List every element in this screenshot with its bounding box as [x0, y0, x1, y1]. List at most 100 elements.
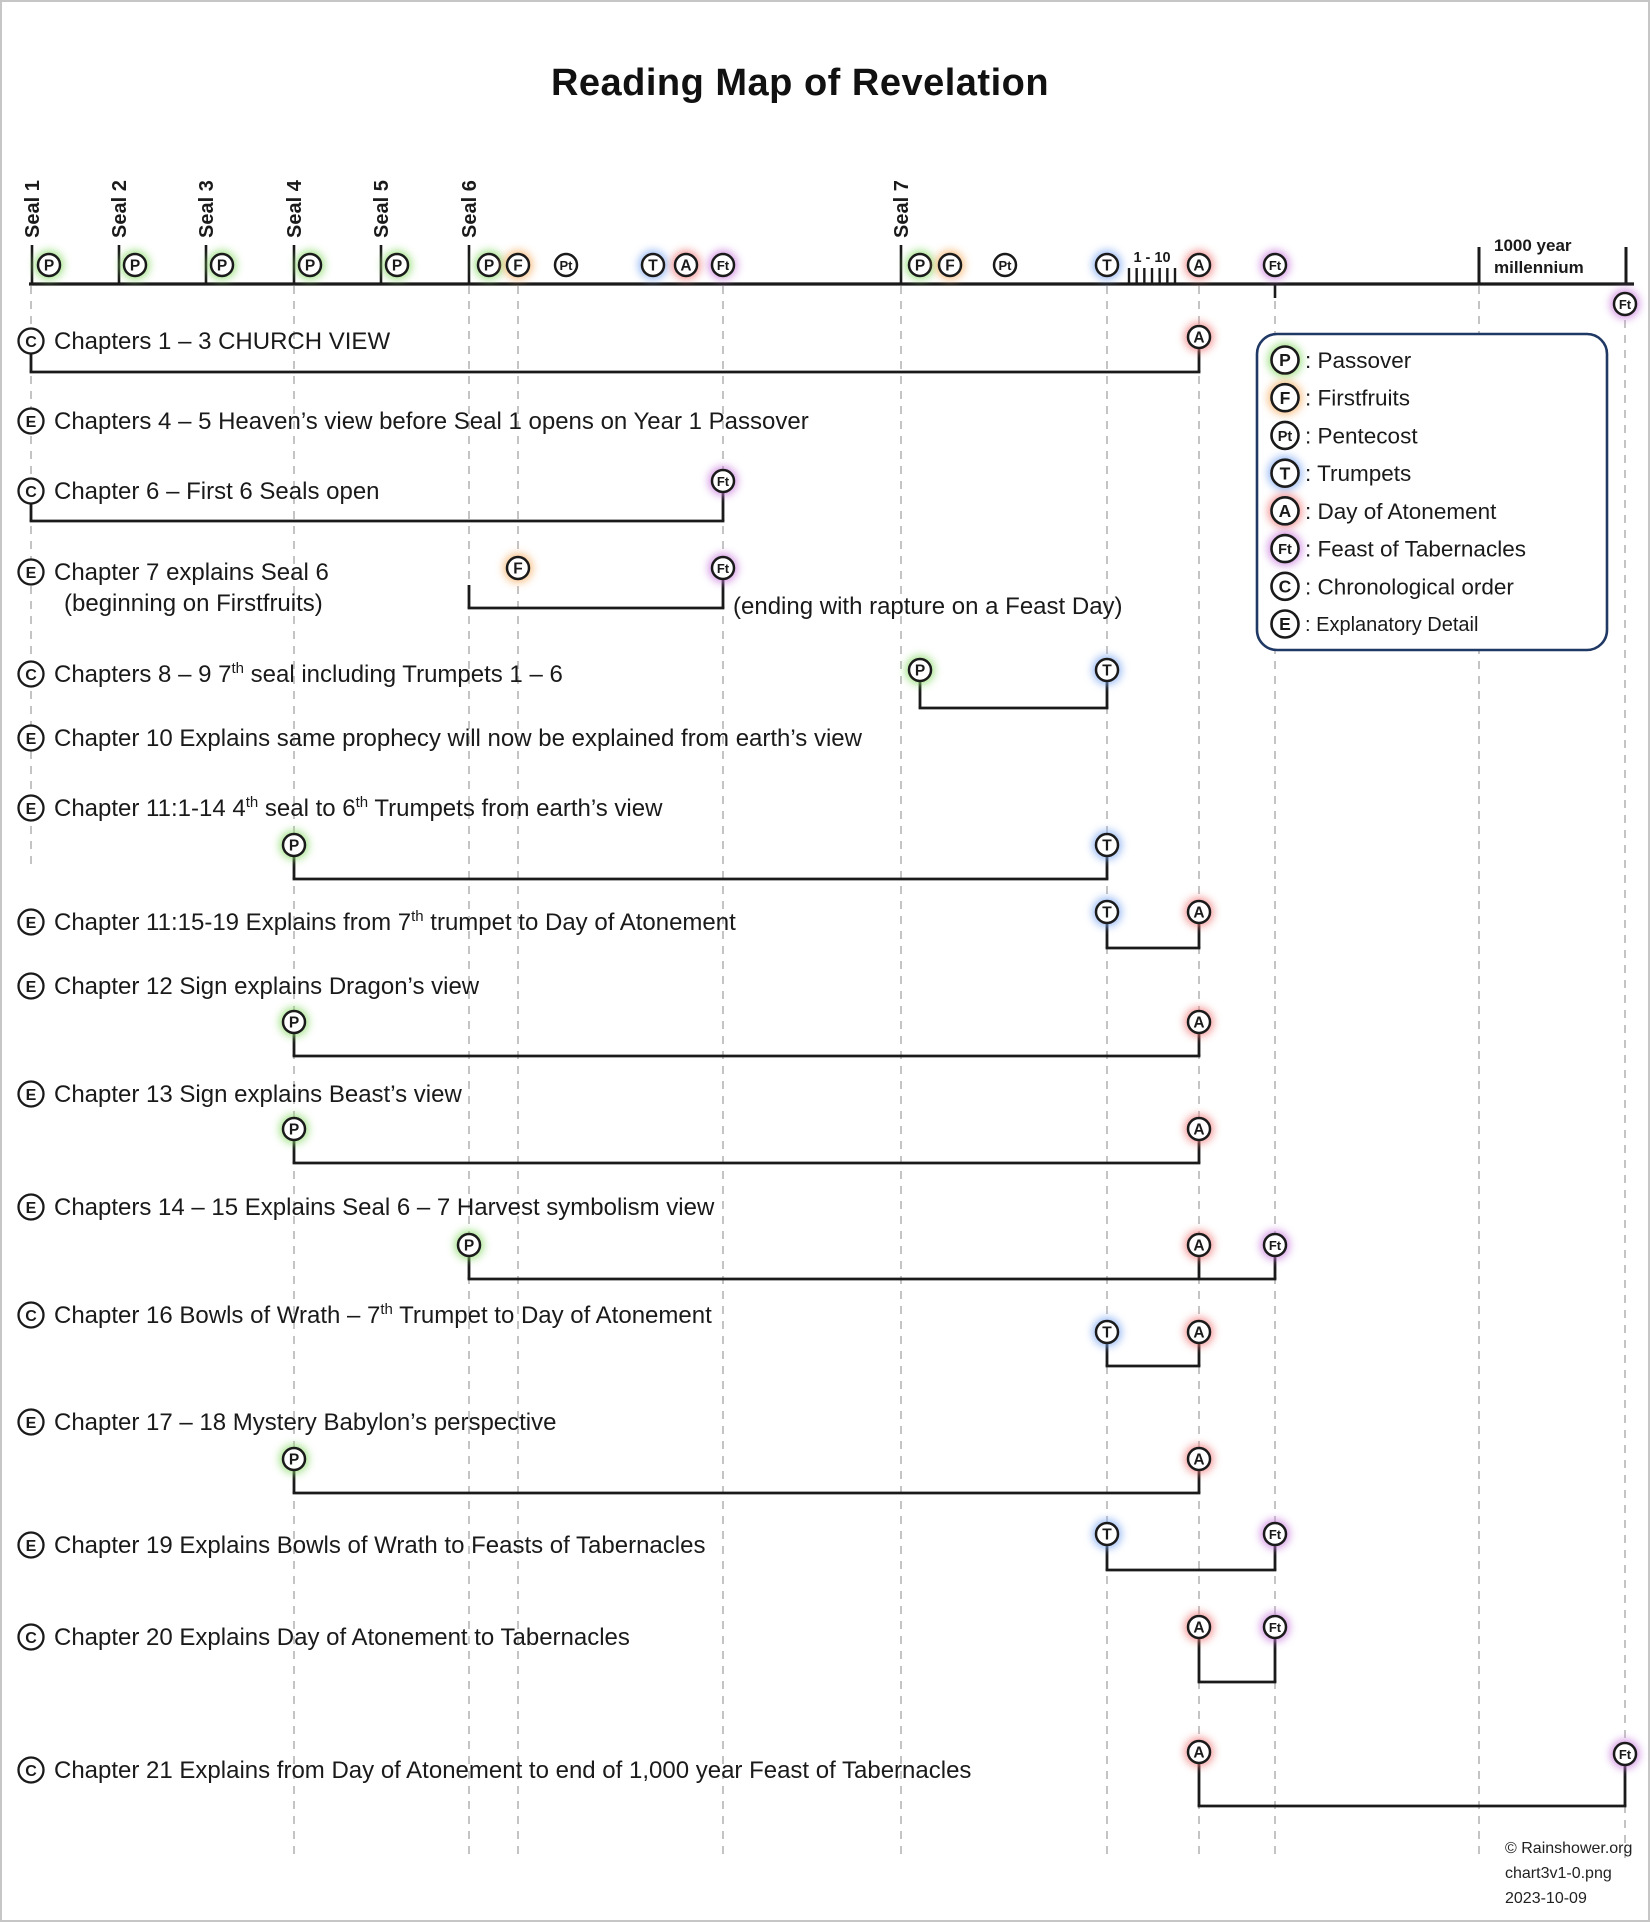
p-circle [907, 657, 933, 683]
a-letter: A [1193, 1452, 1204, 1469]
seal-label-7: Seal 7 [891, 180, 913, 238]
p-letter: P [484, 258, 494, 275]
ft-letter: Ft [1269, 1238, 1282, 1253]
p-letter: P [392, 258, 402, 275]
row-16-a-marker: A [1184, 1737, 1214, 1767]
ft-circle [710, 252, 736, 278]
row-badge-circle-e [17, 794, 45, 822]
row-badge-circle-c [17, 660, 45, 688]
p-letter: P [289, 1452, 299, 1469]
row-6: E Chapter 10 Explains same prophecy will … [17, 724, 863, 752]
row-badge-circle-c [17, 1756, 45, 1784]
p-circle [384, 252, 410, 278]
pt-letter: Pt [1278, 429, 1293, 445]
row-12-a-marker: A [1184, 1317, 1214, 1347]
legend-item-pentecost: Pt: Pentecost [1270, 420, 1418, 451]
millennium-label-line1: 1000 year [1494, 236, 1572, 255]
row-15-a-marker: A [1184, 1612, 1214, 1642]
row-text-4-1: Chapter 7 explains Seal 6 [54, 559, 329, 586]
row-badge-circle-c [17, 477, 45, 505]
row-5-p-marker: P [905, 655, 935, 685]
e-circle [1270, 609, 1300, 639]
legend-box [1255, 332, 1609, 652]
timeline-f-marker: F [935, 250, 965, 280]
p-letter: P [44, 258, 54, 275]
ft-circle [1262, 1232, 1288, 1258]
pt-letter: Pt [999, 258, 1013, 273]
row-text-segment: Chapter 20 Explains Day of Atonement to … [54, 1624, 630, 1651]
row-text-4-2: (beginning on Firstfruits) [64, 590, 323, 617]
c-letter: C [1279, 576, 1292, 596]
a-circle [1186, 1446, 1212, 1472]
a-letter: A [1193, 330, 1204, 347]
f-circle [937, 252, 963, 278]
a-circle [1186, 252, 1212, 278]
a-letter: A [1193, 1325, 1204, 1342]
row-text-segment: Chapters 14 – 15 Explains Seal 6 – 7 Har… [54, 1194, 715, 1221]
row-bracket-4 [467, 580, 725, 610]
row-bracket-10 [292, 1141, 1201, 1165]
ft-circle [1612, 291, 1638, 317]
row-text-13-1: Chapter 17 – 18 Mystery Babylon’s perspe… [54, 1409, 557, 1436]
ft-circle [1270, 533, 1300, 564]
row-9-p-marker: P [279, 1007, 309, 1037]
p-letter: P [305, 258, 315, 275]
timeline-f-marker: F [503, 250, 533, 280]
t-circle [1094, 832, 1120, 858]
t-letter: T [1102, 905, 1112, 922]
row-text-superscript: th [380, 1301, 393, 1318]
pt-circle [1270, 420, 1300, 451]
legend-label: : Feast of Tabernacles [1305, 537, 1526, 562]
row-13: E Chapter 17 – 18 Mystery Babylon’s persp… [17, 1408, 557, 1436]
row-text-5-1: Chapters 8 – 9 7th seal including Trumpe… [54, 660, 563, 688]
row-4-ft-marker: Ft [708, 553, 738, 583]
a-letter: A [1193, 1238, 1204, 1255]
row-text-11-1: Chapters 14 – 15 Explains Seal 6 – 7 Har… [54, 1194, 715, 1221]
row-3-ft-marker: Ft [708, 466, 738, 496]
timeline-p-marker: P [295, 250, 325, 280]
row-badge-circle-e [17, 407, 45, 435]
row-text-segment: Chapter 10 Explains same prophecy will n… [54, 725, 863, 752]
timeline-p-marker: P [905, 250, 935, 280]
row-8-t-marker: T [1092, 897, 1122, 927]
row-7-p-marker: P [279, 830, 309, 860]
row-text-segment: Chapter 16 Bowls of Wrath – 7 [54, 1302, 380, 1329]
row-text-segment: (beginning on Firstfruits) [64, 590, 323, 617]
footer-filename: chart3v1-0.png [1505, 1865, 1612, 1882]
row-badge-letter: E [26, 1087, 37, 1104]
p-circle [297, 252, 323, 278]
row-badge-letter: E [26, 1200, 37, 1217]
row-badge-circle-e [17, 972, 45, 1000]
row-10-p-marker: P [279, 1114, 309, 1144]
row-7: E Chapter 11:1-14 4th seal to 6th Trumpet… [17, 794, 663, 822]
row-16: C Chapter 21 Explains from Day of Atoneme… [17, 1756, 971, 1784]
row-bracket-16 [1197, 1764, 1627, 1808]
row-14-t-marker: T [1092, 1519, 1122, 1549]
row-text-segment: seal to 6 [258, 795, 355, 822]
p-circle [1270, 345, 1300, 375]
row-11-ft-marker: Ft [1260, 1230, 1290, 1260]
f-letter: F [945, 258, 954, 275]
row-12: C Chapter 16 Bowls of Wrath – 7th Trumpet… [17, 1301, 712, 1329]
row-5-t-marker: T [1092, 655, 1122, 685]
row-text-superscript: th [246, 794, 259, 811]
row-text-2-1: Chapters 4 – 5 Heaven’s view before Seal… [54, 408, 809, 435]
row-badge-circle-e [17, 1408, 45, 1436]
row-1-a-marker: A [1184, 322, 1214, 352]
timeline-pt-marker: Pt [992, 252, 1018, 278]
f-letter: F [1280, 388, 1291, 408]
row-15: C Chapter 20 Explains Day of Atonement to… [17, 1623, 630, 1651]
row-text-9-1: Chapter 12 Sign explains Dragon’s view [54, 973, 480, 1000]
a-circle [1186, 1009, 1212, 1035]
row-9: E Chapter 12 Sign explains Dragon’s view [17, 972, 480, 1000]
row-badge-letter: E [26, 414, 37, 431]
row-badge-circle-c [17, 327, 45, 355]
legend: P: Passover F: Firstfruits Pt: Pentecost T:… [1255, 332, 1609, 652]
f-circle [505, 555, 531, 581]
row-text-7-1: Chapter 11:1-14 4th seal to 6th Trumpets… [54, 794, 663, 822]
row-8: E Chapter 11:15-19 Explains from 7th trum… [17, 908, 736, 936]
ft-letter: Ft [1619, 1747, 1632, 1762]
t-letter: T [1102, 258, 1112, 275]
a-letter: A [1279, 501, 1292, 521]
